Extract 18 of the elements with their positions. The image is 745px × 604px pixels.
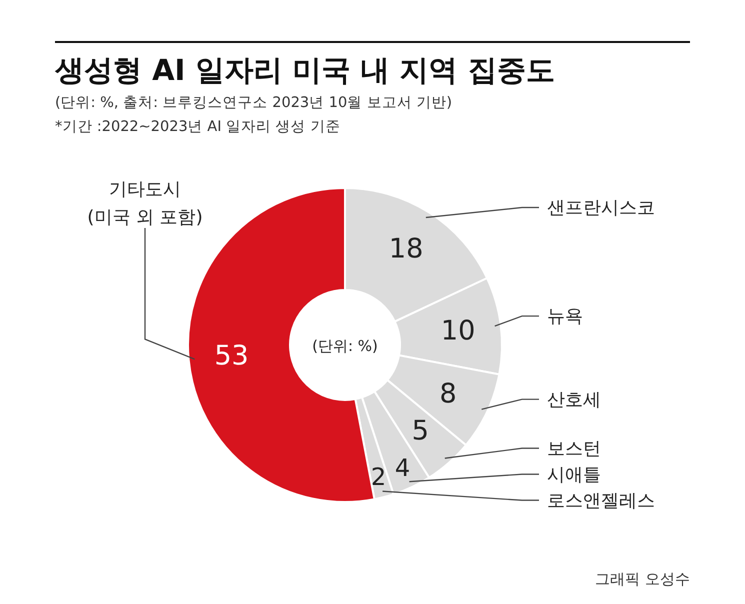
slice-label: 시애틀	[547, 464, 601, 486]
slice-label: 로스앤젤레스	[547, 490, 655, 512]
data-label: 53	[214, 340, 249, 372]
text: 그래픽 오성수	[595, 570, 690, 588]
data-label: 10	[440, 316, 476, 347]
data-label: 5	[412, 416, 429, 447]
slice-label: 산호세	[547, 389, 601, 410]
slice-label: 기타도시 (미국 외 포함)	[87, 179, 203, 228]
slice-label: 뉴욕	[547, 306, 583, 328]
slice-label: 샌프란시스코	[547, 198, 655, 219]
chart-subtitle: (단위: %, 출처: 브루킹스연구소 2023년 10월 보고서 기반) *기간 :2022~2023년 AI 일자리 생성 기준	[55, 95, 452, 135]
data-label: 4	[394, 454, 410, 482]
data-label: 18	[388, 234, 424, 265]
data-label: 2	[370, 462, 386, 491]
text: (단위: %)	[312, 337, 378, 355]
data-label: 8	[440, 378, 457, 410]
chart-title: 생성형 AI 일자리 미국 내 지역 집중도	[54, 53, 555, 87]
slice-label: 보스턴	[547, 438, 601, 460]
